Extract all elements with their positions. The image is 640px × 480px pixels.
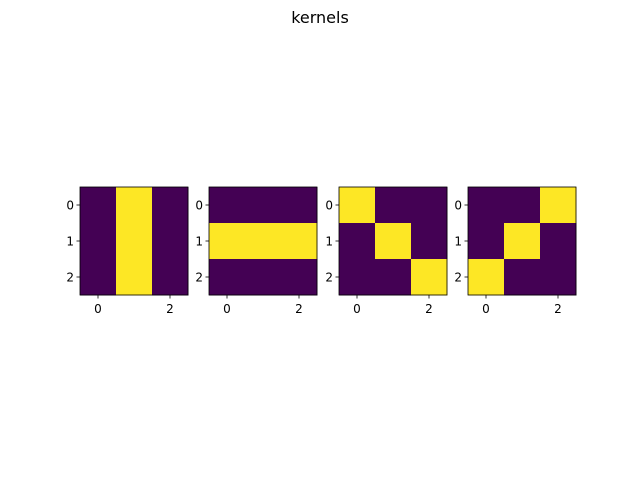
heatmap-cell-r1-c0 xyxy=(209,223,246,260)
heatmap-cell-r0-c1 xyxy=(116,187,153,224)
heatmap-cell-r2-c2 xyxy=(281,259,318,296)
x-tick-label: 2 xyxy=(425,302,433,316)
kernel-panel-2: 0 1 2 0 2 xyxy=(195,186,318,316)
y-tick-label: 0 xyxy=(66,198,74,212)
heatmap-cell-r2-c0 xyxy=(209,259,246,296)
heatmap-cell-r1-c2 xyxy=(281,223,318,260)
heatmap-cell-r1-c2 xyxy=(540,223,577,260)
heatmap-cell-r1-c2 xyxy=(152,223,189,260)
y-tick-label: 0 xyxy=(325,198,333,212)
heatmap-cell-r0-c0 xyxy=(209,187,246,224)
heatmap-cell-r0-c1 xyxy=(245,187,282,224)
x-tick-label: 2 xyxy=(554,302,562,316)
x-tick-label: 0 xyxy=(353,302,361,316)
heatmap-cell-r0-c1 xyxy=(504,187,541,224)
y-tick-label: 1 xyxy=(325,234,333,248)
heatmap-cell-r1-c0 xyxy=(468,223,505,260)
heatmap-cell-r1-c0 xyxy=(80,223,117,260)
heatmap-cell-r1-c1 xyxy=(375,223,412,260)
kernel-panel-1: 0 1 2 0 2 xyxy=(66,186,189,316)
kernel-panel-4: 0 1 2 0 2 xyxy=(454,186,577,316)
heatmap-cell-r1-c1 xyxy=(504,223,541,260)
heatmap-cell-r1-c1 xyxy=(116,223,153,260)
y-tick-label: 2 xyxy=(454,270,462,284)
y-tick-label: 2 xyxy=(325,270,333,284)
heatmap-cell-r0-c2 xyxy=(540,187,577,224)
heatmap-cell-r0-c1 xyxy=(375,187,412,224)
x-tick-label: 2 xyxy=(295,302,303,316)
heatmap-cell-r0-c0 xyxy=(468,187,505,224)
heatmap-cell-r1-c1 xyxy=(245,223,282,260)
heatmap-cell-r2-c2 xyxy=(152,259,189,296)
y-tick-label: 1 xyxy=(454,234,462,248)
heatmap-cell-r2-c2 xyxy=(540,259,577,296)
heatmap-cell-r2-c0 xyxy=(80,259,117,296)
heatmap-cell-r2-c0 xyxy=(339,259,376,296)
x-tick-label: 0 xyxy=(482,302,490,316)
heatmap-cell-r2-c1 xyxy=(375,259,412,296)
heatmap-cell-r0-c2 xyxy=(281,187,318,224)
kernel-panel-3: 0 1 2 0 2 xyxy=(325,186,448,316)
x-tick-label: 0 xyxy=(94,302,102,316)
heatmap-cell-r0-c0 xyxy=(80,187,117,224)
y-tick-label: 1 xyxy=(195,234,203,248)
heatmap-cell-r1-c2 xyxy=(411,223,448,260)
y-tick-label: 0 xyxy=(454,198,462,212)
heatmap-cell-r1-c0 xyxy=(339,223,376,260)
heatmap-cell-r2-c1 xyxy=(504,259,541,296)
y-tick-label: 0 xyxy=(195,198,203,212)
heatmap-cell-r2-c2 xyxy=(411,259,448,296)
x-tick-label: 0 xyxy=(223,302,231,316)
heatmap-cell-r2-c0 xyxy=(468,259,505,296)
heatmap-cell-r0-c2 xyxy=(152,187,189,224)
y-tick-label: 2 xyxy=(66,270,74,284)
heatmap-cell-r2-c1 xyxy=(245,259,282,296)
heatmap-cell-r0-c0 xyxy=(339,187,376,224)
figure-title: kernels xyxy=(291,8,349,27)
x-tick-label: 2 xyxy=(166,302,174,316)
heatmap-cell-r2-c1 xyxy=(116,259,153,296)
heatmap-cell-r0-c2 xyxy=(411,187,448,224)
y-tick-label: 2 xyxy=(195,270,203,284)
y-tick-label: 1 xyxy=(66,234,74,248)
